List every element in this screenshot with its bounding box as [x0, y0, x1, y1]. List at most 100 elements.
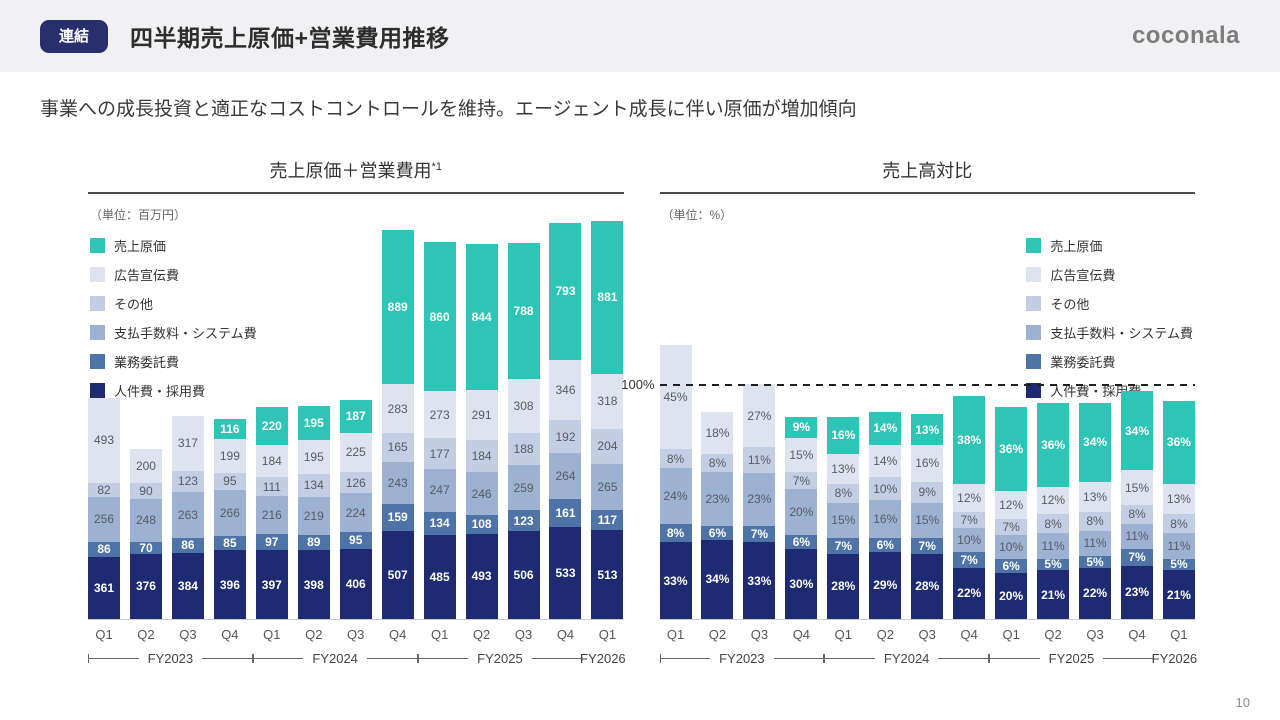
x-axis-label: Q1: [666, 627, 685, 642]
bar-segment-label: 85: [223, 536, 237, 551]
reference-line-label: 100%: [621, 377, 655, 393]
bar-segment-label: 14%: [873, 453, 898, 468]
fiscal-year-group: FY2025: [417, 651, 583, 666]
bar-ratio-11: 34% 13% 8% 11% 5% 22%: [1079, 402, 1112, 619]
bar-segment-label: 192: [555, 429, 576, 444]
reference-line: 100%: [621, 377, 1195, 392]
legend-label: 広告宣伝費: [1050, 268, 1116, 283]
bar-segment-label: 27%: [747, 408, 772, 423]
bars-area: 493 82 256 86 361 200 90 248 70 376 317 123 263 86 384…: [88, 220, 624, 619]
x-axis-label: Q1: [430, 627, 449, 642]
legend-item: 売上原価: [90, 236, 257, 255]
bar-segment-label: 283: [387, 401, 408, 416]
bar-segment-label: 97: [265, 534, 279, 549]
bar-segment: 485: [423, 535, 456, 619]
bar-segment-label: 8%: [1086, 514, 1104, 529]
bar-segment: 82: [88, 483, 120, 498]
slide-subtitle: 事業への成長投資と適正なコストコントロールを維持。エージェント成長に伴い原価が増…: [40, 99, 857, 120]
bar-segment-label: 36%: [999, 442, 1024, 457]
legend-item: 広告宣伝費: [90, 265, 257, 284]
bar-segment: 346: [549, 360, 582, 420]
bar-segment: 16%: [869, 500, 902, 538]
bar-segment: 117: [591, 509, 624, 531]
bar-segment: 398: [297, 550, 330, 619]
bar-segment-label: 225: [345, 445, 366, 460]
bar-segment-label: 21%: [1166, 587, 1191, 602]
bar-segment: 376: [129, 553, 162, 619]
bar-segment: 11%: [1120, 523, 1153, 550]
bar-segment: 184: [255, 445, 288, 477]
x-axis: Q1 Q2 Q3 Q4 Q1 Q2 Q3 Q4 Q1 Q2 Q3 Q4 Q1: [660, 627, 1196, 642]
legend-label: 業務委託費: [114, 355, 180, 370]
bar-segment-label: 397: [261, 577, 282, 592]
bar-cost-1: 493 82 256 86 361: [88, 397, 120, 619]
x-axis-label: Q4: [389, 627, 407, 642]
bar-segment-label: 788: [513, 304, 534, 319]
x-axis-label: Q4: [1128, 627, 1146, 642]
bar-segment: 246: [465, 472, 498, 515]
bar-segment-label: 216: [261, 507, 282, 522]
bar-segment: 7%: [1120, 549, 1153, 566]
bar-segment-label: 5%: [1170, 557, 1188, 572]
bar-segment: 318: [591, 373, 624, 429]
bar-segment: 13%: [1079, 481, 1112, 513]
bar-segment: 283: [381, 384, 414, 434]
legend-label: 人件費・採用費: [1050, 384, 1142, 399]
bracket-tick: [823, 654, 825, 663]
bracket-line: [825, 658, 875, 659]
bar-segment-label: 123: [513, 513, 534, 528]
bar-segment-label: 13%: [1083, 489, 1108, 504]
bar-segment: 14%: [869, 411, 902, 445]
bar-segment-label: 8%: [1128, 507, 1146, 522]
x-axis-label: Q3: [918, 627, 936, 642]
bar-segment: 36%: [995, 407, 1028, 492]
bar-segment: 18%: [701, 411, 734, 454]
legend-swatch: [90, 267, 105, 282]
legend-label: その他: [1050, 297, 1090, 312]
bar-segment: 533: [549, 526, 582, 619]
bar-segment: 97: [255, 533, 288, 551]
bar-segment: 6%: [785, 535, 818, 550]
bar-segment: 224: [339, 493, 372, 533]
legend-swatch: [1026, 238, 1042, 253]
bar-segment-label: 7%: [792, 473, 811, 488]
bar-segment-label: 247: [429, 483, 450, 498]
fiscal-year-label: FY2023: [719, 651, 765, 666]
bar-segment-label: 23%: [705, 492, 730, 507]
bar-ratio-12: 34% 15% 8% 11% 7% 23%: [1120, 391, 1153, 619]
bar-segment-label: 7%: [960, 513, 978, 528]
bar-segment-label: 11%: [747, 452, 771, 467]
bar-segment: 8%: [659, 523, 692, 543]
bar-cost-11: 788 308 188 259 123 506: [507, 242, 540, 619]
bar-segment: 22%: [1079, 567, 1112, 619]
bar-segment-label: 10%: [873, 481, 898, 496]
bar-segment-label: 18%: [705, 425, 730, 440]
bar-segment: 13%: [1162, 484, 1195, 515]
bar-segment: 10%: [953, 528, 986, 552]
bar-segment-label: 21%: [1041, 587, 1066, 602]
bar-segment-label: 793: [555, 284, 576, 299]
bar-segment: 11%: [1079, 530, 1112, 557]
bar-segment: 33%: [743, 542, 776, 619]
bar-segment: 220: [255, 406, 288, 446]
bar-segment: 177: [423, 438, 456, 470]
bar-cost-9: 860 273 177 247 134 485: [423, 242, 456, 619]
legend-swatch: [1026, 296, 1042, 311]
bar-segment: 264: [549, 453, 582, 499]
x-axis-label: Q4: [792, 627, 811, 642]
bar-segment-label: 184: [471, 449, 492, 464]
x-axis-label: Q3: [1086, 627, 1104, 642]
bar-segment-label: 188: [513, 442, 534, 457]
bar-segment-label: 199: [219, 448, 240, 463]
bar-segment: 256: [88, 497, 120, 542]
bar-segment: 8%: [1079, 512, 1112, 531]
bar-segment: 881: [591, 221, 624, 374]
bracket-line: [531, 658, 582, 659]
bar-segment-label: 12%: [1041, 493, 1066, 508]
bar-segment: 33%: [659, 542, 692, 619]
legend-swatch: [90, 354, 105, 369]
bar-segment-label: 11%: [1083, 536, 1107, 551]
bar-segment: 308: [507, 379, 540, 433]
bar-cost-5: 220 184 111 216 97 397: [255, 406, 288, 619]
legend-swatch: [90, 238, 105, 253]
